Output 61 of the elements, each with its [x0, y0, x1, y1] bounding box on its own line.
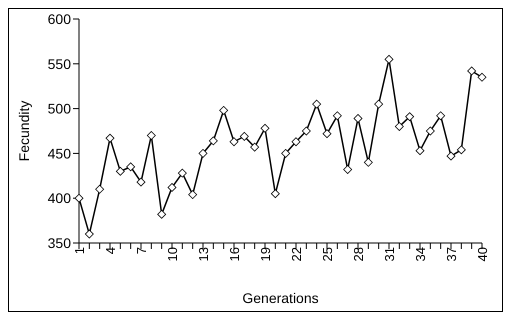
point [322, 129, 332, 138]
point [354, 114, 362, 123]
point [136, 178, 146, 186]
y-tick-label: 450 [48, 145, 72, 162]
point [343, 165, 352, 174]
point [436, 111, 446, 120]
point [416, 146, 424, 156]
point [219, 106, 228, 115]
x-tick-label: 1 [72, 247, 88, 254]
point [478, 72, 486, 82]
y-tick-label: 400 [48, 190, 72, 206]
point [126, 162, 136, 172]
point [384, 54, 394, 64]
point [178, 168, 187, 178]
y-tick-label: 500 [48, 100, 72, 117]
y-tick-label: 600 [48, 10, 72, 27]
x-axis-title: Generations [242, 290, 319, 306]
point [230, 137, 238, 146]
point [157, 210, 166, 219]
x-tick-label: 37 [444, 247, 460, 262]
point [312, 100, 322, 109]
x-tick-label: 7 [134, 247, 150, 254]
point [270, 189, 280, 198]
point [394, 122, 404, 131]
x-tick-label: 13 [196, 247, 212, 262]
point [84, 230, 94, 238]
x-tick-label: 19 [258, 247, 274, 262]
x-tick-label: 34 [413, 247, 428, 262]
x-tick-label: 4 [103, 247, 118, 254]
point [260, 124, 270, 133]
point [302, 126, 311, 136]
x-tick-label: 10 [165, 247, 180, 262]
point [146, 131, 156, 140]
y-tick-label: 350 [48, 234, 72, 251]
point [168, 183, 176, 192]
point [240, 132, 249, 141]
x-tick-label: 31 [382, 247, 398, 262]
x-tick-label: 16 [227, 247, 242, 262]
point [456, 145, 466, 154]
x-tick-label: 40 [475, 247, 490, 262]
point [467, 66, 476, 76]
point [446, 152, 456, 160]
point [95, 184, 104, 194]
point [188, 190, 198, 200]
y-axis-title: Fecundity [16, 100, 32, 162]
x-tick-label: 22 [289, 247, 304, 262]
point [292, 137, 300, 146]
point [281, 149, 290, 158]
point [250, 142, 260, 152]
point [364, 158, 373, 167]
point [374, 100, 384, 109]
point [405, 112, 414, 122]
x-tick-label: 25 [320, 247, 336, 262]
point [426, 126, 435, 136]
x-tick-label: 28 [351, 247, 366, 262]
point [106, 134, 114, 143]
point [332, 111, 342, 120]
point [116, 166, 125, 176]
y-tick-label: 550 [48, 56, 72, 72]
point [208, 136, 218, 146]
point [198, 149, 208, 158]
